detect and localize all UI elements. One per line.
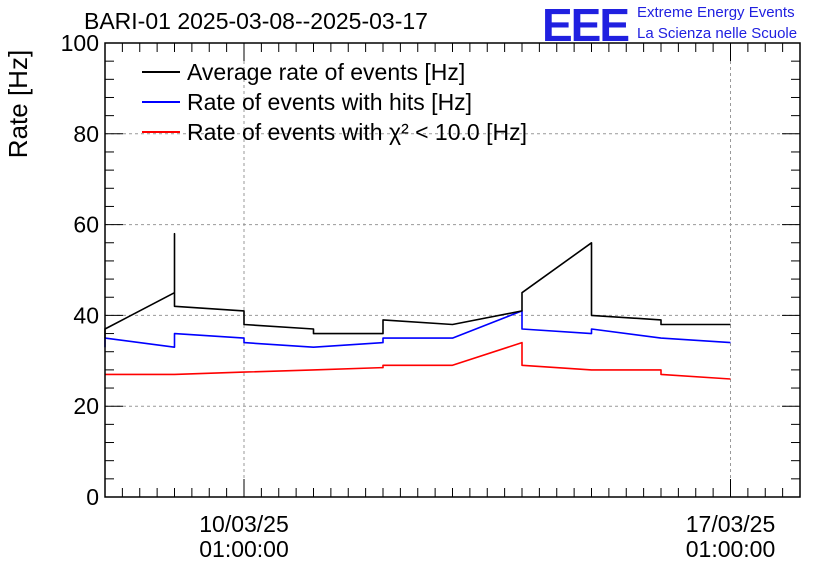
logo-subtitle-line1: Extreme Energy Events: [637, 4, 795, 21]
series-line: [104, 310, 731, 349]
series-line: [104, 232, 731, 339]
x-tick-label-time: 01:00:00: [199, 536, 289, 562]
legend-label: Rate of events with χ² < 10.0 [Hz]: [187, 119, 527, 145]
legend-label: Rate of events with hits [Hz]: [187, 89, 472, 115]
logo-subtitle-line2: La Scienza nelle Scuole: [637, 25, 798, 42]
series-line: [105, 341, 731, 380]
x-tick-label-date: 17/03/25: [686, 511, 776, 537]
y-tick-label: 60: [73, 212, 99, 238]
y-tick-label: 0: [86, 484, 99, 510]
plot-frame: [104, 42, 801, 498]
x-tick-label-date: 10/03/25: [199, 511, 289, 537]
y-tick-label: 100: [61, 30, 99, 56]
y-tick-label: 20: [73, 393, 99, 419]
legend-label: Average rate of events [Hz]: [187, 59, 465, 85]
x-tick-label-time: 01:00:00: [686, 536, 776, 562]
eee-logo: EEE: [542, 0, 630, 51]
y-axis-label: Rate [Hz]: [3, 50, 33, 158]
y-tick-label: 80: [73, 121, 99, 147]
chart-title: BARI-01 2025-03-08--2025-03-17: [84, 8, 428, 34]
y-tick-label: 40: [73, 302, 99, 328]
